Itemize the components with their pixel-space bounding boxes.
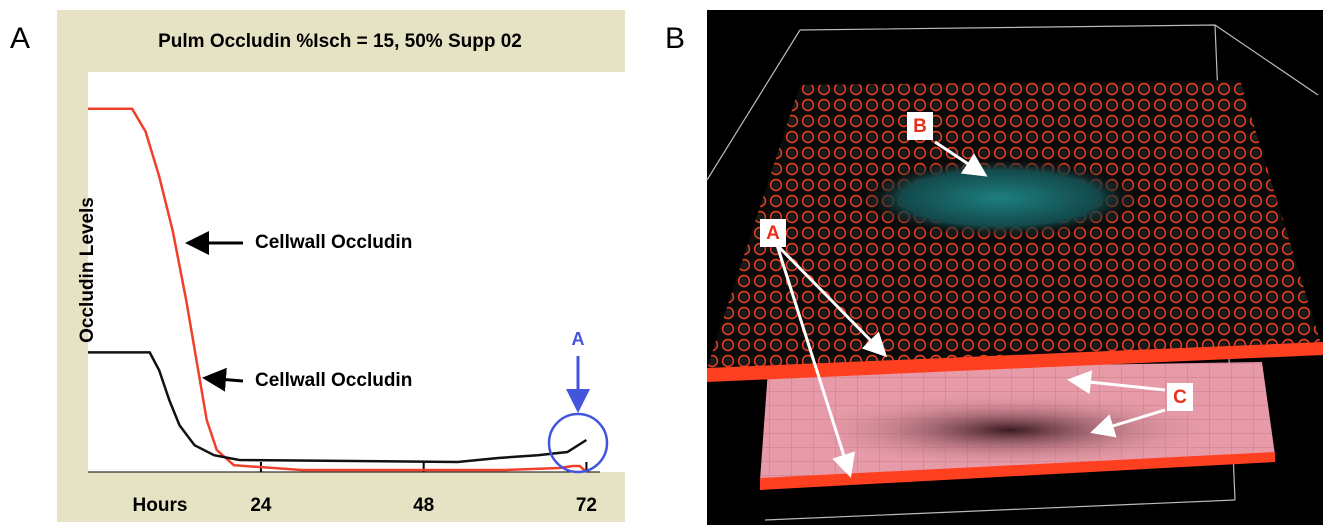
x-tick-label: 24	[250, 495, 272, 516]
annotation: A	[572, 329, 585, 349]
render-label: C	[1173, 387, 1187, 408]
figure: A Pulm Occludin %Isch = 15, 50% Supp 02 …	[0, 0, 1323, 525]
legend-label: Cellwall Occludin	[255, 370, 412, 391]
legend-label: Cellwall Occludin	[255, 232, 412, 253]
panel-label: B	[665, 22, 685, 55]
x-tick-label: 48	[413, 495, 434, 516]
render-label: B	[913, 116, 927, 137]
chart-title: Pulm Occludin %Isch = 15, 50% Supp 02	[158, 31, 522, 52]
upper-damage	[860, 158, 1140, 238]
render-label: A	[766, 223, 780, 244]
lower-damage	[800, 392, 1220, 468]
panel-label: A	[10, 22, 30, 55]
x-axis-label: Hours	[133, 495, 188, 516]
x-tick-label: 72	[576, 495, 597, 516]
y-axis-label: Occludin Levels	[77, 197, 98, 343]
plot-area	[88, 72, 625, 472]
